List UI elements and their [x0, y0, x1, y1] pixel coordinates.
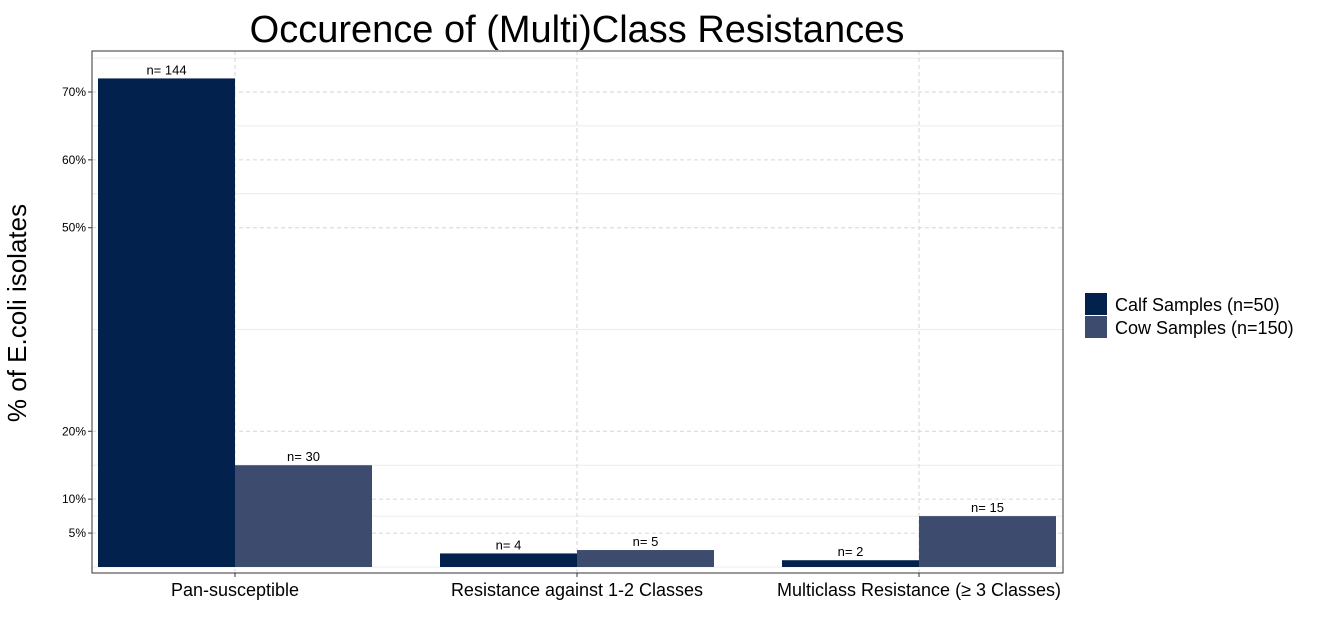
y-tick-label: 50%: [62, 221, 86, 235]
y-tick-label: 20%: [62, 424, 86, 438]
legend-label: Calf Samples (n=50): [1115, 295, 1280, 315]
legend: Calf Samples (n=50) Cow Samples (n=150): [1085, 293, 1294, 338]
bar-data-label: n= 4: [496, 537, 522, 552]
bar-data-label: n= 144: [146, 62, 186, 77]
data-labels: n= 144 n= 4 n= 2 n= 30 n= 5 n= 15: [146, 62, 1004, 559]
legend-key: [1085, 293, 1107, 315]
bar: [98, 78, 235, 567]
x-category-label: Multiclass Resistance (≥ 3 Classes): [777, 580, 1061, 600]
bar: [235, 465, 372, 567]
y-tick-label: 10%: [62, 492, 86, 506]
bar-data-label: n= 2: [838, 544, 864, 559]
x-axis: Pan-susceptible Resistance against 1-2 Cl…: [171, 573, 1061, 600]
bar: [577, 550, 714, 567]
bar: [440, 553, 577, 567]
y-tick-label: 60%: [62, 153, 86, 167]
bar: [919, 516, 1056, 567]
x-category-label: Pan-susceptible: [171, 580, 299, 600]
y-axis-title: % of E.coli isolates: [2, 204, 32, 422]
chart-title: Occurence of (Multi)Class Resistances: [250, 9, 905, 51]
x-category-label: Resistance against 1-2 Classes: [451, 580, 703, 600]
y-tick-label: 5%: [69, 526, 87, 540]
bar-data-label: n= 30: [287, 449, 320, 464]
bar-data-label: n= 15: [971, 500, 1004, 515]
bar: [782, 560, 919, 567]
legend-key: [1085, 316, 1107, 338]
y-axis: 5% 10% 20% 50% 60% 70%: [62, 85, 92, 540]
y-tick-label: 70%: [62, 85, 86, 99]
plot-panel-border: [91, 50, 1064, 574]
bars: [98, 78, 1056, 567]
legend-label: Cow Samples (n=150): [1115, 318, 1294, 338]
bar-data-label: n= 5: [633, 534, 659, 549]
